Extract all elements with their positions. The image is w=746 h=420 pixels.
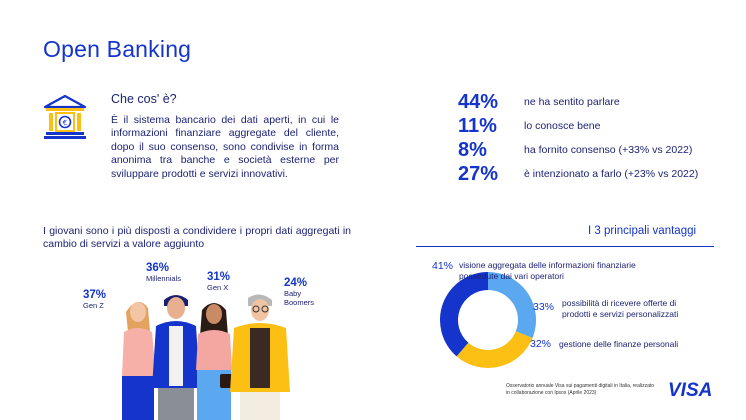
advantage-percent: 32% (530, 338, 552, 350)
stat-label: lo conosce bene (524, 120, 601, 132)
stat-row: 44% ne ha sentito parlare (458, 90, 738, 114)
donut-slice (488, 272, 536, 339)
generation-baby-boomers: 24% Baby Boomers (284, 277, 324, 307)
advantage-item: 32% gestione delle finanze personali (530, 338, 709, 350)
stat-label: è intenzionato a farlo (+23% vs 2022) (524, 168, 699, 180)
people-illustration (122, 294, 290, 420)
stat-label: ha fornito consenso (+33% vs 2022) (524, 144, 693, 156)
stat-percent: 11% (458, 114, 497, 137)
generation-percent: 37% (83, 289, 107, 301)
stat-percent: 44% (458, 90, 499, 113)
advantage-percent: 33% (533, 301, 555, 313)
generation-percent: 36% (146, 262, 170, 274)
donut-slice (456, 331, 533, 369)
advantages-donut-chart (440, 272, 536, 369)
advantage-percent: 41% (432, 260, 454, 272)
stats-list: 44% ne ha sentito parlare 11% lo conosce… (458, 90, 738, 186)
bank-icon: € (43, 94, 87, 139)
page-title: Open Banking (43, 36, 192, 62)
advantage-item: 41% visione aggregata delle informazioni… (432, 260, 659, 281)
stat-percent: 27% (458, 162, 499, 185)
stat-label: ne ha sentito parlare (524, 96, 620, 108)
visa-logo: VISA (668, 380, 712, 399)
definition-question: Che cos' è? (111, 92, 177, 106)
stat-row: 11% lo conosce bene (458, 114, 738, 138)
young-people-text: I giovani sono i più disposti a condivid… (43, 225, 351, 251)
person-millennials (152, 295, 200, 420)
generation-percent: 24% (284, 277, 308, 289)
advantages-title: I 3 principali vantaggi (588, 225, 697, 237)
divider (416, 246, 714, 247)
advantage-item: 33% possibilità di ricevere offerte di p… (533, 298, 702, 319)
source-footnote: Osservatorio annuale Visa sui pagamenti … (506, 383, 655, 396)
person-gen-z (122, 301, 156, 420)
generation-label: Millennials (146, 274, 182, 283)
advantage-label: possibilità di ricevere offerte di prodo… (562, 298, 679, 319)
svg-text:€: € (63, 119, 67, 127)
generation-gen-z: 37% Gen Z (83, 289, 106, 310)
donut-slice (440, 272, 488, 357)
stat-row: 27% è intenzionato a farlo (+23% vs 2022… (458, 162, 738, 186)
advantage-label: visione aggregata delle informazioni fin… (459, 260, 636, 281)
generation-percent: 31% (207, 271, 231, 283)
person-gen-x (196, 303, 236, 420)
generation-millennials: 36% Millennials (146, 262, 181, 283)
generation-label: Gen Z (83, 301, 104, 310)
definition-text: È il sistema bancario dei dati aperti, i… (111, 114, 339, 180)
generation-gen-x: 31% Gen X (207, 271, 230, 292)
stat-row: 8% ha fornito consenso (+33% vs 2022) (458, 138, 738, 162)
generation-label: Baby Boomers (284, 289, 315, 307)
person-baby-boomers (230, 294, 290, 420)
stat-percent: 8% (458, 138, 487, 161)
advantage-label: gestione delle finanze personali (559, 338, 679, 349)
generation-label: Gen X (207, 283, 229, 292)
svg-text:VISA: VISA (668, 380, 712, 399)
